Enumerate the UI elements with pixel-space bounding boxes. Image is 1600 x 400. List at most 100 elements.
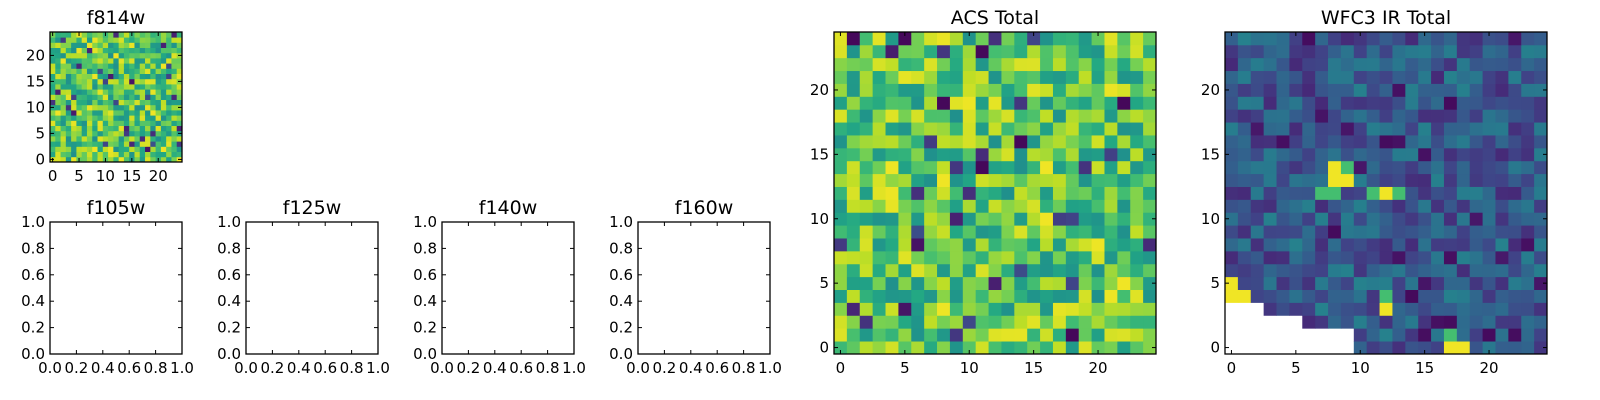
heatmap-cell xyxy=(872,57,886,72)
heatmap-cell xyxy=(108,63,114,69)
heatmap-cell xyxy=(1392,160,1406,175)
y-tick-label: 15 xyxy=(1201,145,1220,163)
heatmap-cell xyxy=(1508,109,1522,123)
heatmap-cell xyxy=(118,120,125,126)
heatmap-cell xyxy=(1508,122,1522,136)
heatmap-cell xyxy=(872,135,886,149)
heatmap-cell xyxy=(898,109,912,123)
heatmap-cell xyxy=(1143,44,1157,59)
heatmap-cell xyxy=(1431,135,1445,149)
heatmap-cell xyxy=(60,120,67,126)
heatmap-cell xyxy=(171,151,178,158)
heatmap-cell xyxy=(1052,135,1067,149)
heatmap-cell xyxy=(1237,160,1252,175)
y-tick-label: 0.2 xyxy=(217,319,241,337)
heatmap-cell xyxy=(1302,289,1316,303)
heatmap-cell xyxy=(139,89,146,95)
heatmap-cell xyxy=(1482,173,1496,187)
heatmap-cell xyxy=(86,94,93,100)
heatmap-cell xyxy=(160,78,167,85)
heatmap-cell xyxy=(1289,32,1303,46)
heatmap-cell xyxy=(86,110,93,116)
heatmap-cell xyxy=(846,263,861,278)
heatmap-cell xyxy=(1508,212,1522,226)
heatmap-cell xyxy=(1405,315,1419,329)
x-tick-label: 0.0 xyxy=(234,359,258,377)
heatmap-cell xyxy=(166,52,172,59)
x-tick-label: 5 xyxy=(74,167,84,185)
heatmap-cell xyxy=(176,32,183,38)
heatmap-cell xyxy=(859,250,874,265)
heatmap-cell xyxy=(924,250,938,265)
heatmap-cell xyxy=(113,42,120,48)
heatmap-cell xyxy=(129,136,135,142)
heatmap-cell xyxy=(885,238,899,252)
heatmap-cell xyxy=(81,125,88,132)
heatmap-cell xyxy=(1289,263,1303,278)
heatmap-cell xyxy=(71,104,77,111)
heatmap-cell xyxy=(160,130,167,137)
heatmap-cell xyxy=(145,104,151,111)
heatmap-cell xyxy=(1508,173,1522,187)
heatmap-cell xyxy=(1250,135,1265,149)
heatmap-cell xyxy=(924,276,938,290)
heatmap-cell xyxy=(1289,289,1303,303)
heatmap-cell xyxy=(1014,250,1028,265)
heatmap-cell xyxy=(1366,135,1380,149)
heatmap-cell xyxy=(102,94,109,100)
heatmap-cell xyxy=(1431,32,1445,46)
heatmap-cell xyxy=(1521,96,1535,110)
heatmap-cell xyxy=(1482,341,1496,355)
x-tick-label: 20 xyxy=(1088,359,1107,377)
heatmap-cell xyxy=(1263,70,1277,84)
x-tick-label: 0.0 xyxy=(38,359,62,377)
heatmap-cell xyxy=(911,70,925,84)
heatmap-cell xyxy=(81,120,88,126)
heatmap-cell xyxy=(1431,225,1445,239)
heatmap-cell xyxy=(1289,160,1303,175)
heatmap-cell xyxy=(155,125,162,132)
heatmap-cell xyxy=(1508,44,1522,59)
heatmap-cell xyxy=(97,63,104,69)
x-tick-label: 0.8 xyxy=(732,359,756,377)
heatmap-cell xyxy=(1405,250,1419,265)
heatmap-cell xyxy=(988,263,1002,278)
heatmap-cell xyxy=(962,212,977,226)
heatmap-cell xyxy=(1315,57,1329,72)
heatmap-cell xyxy=(1353,199,1368,213)
heatmap-cell xyxy=(1276,57,1290,72)
heatmap-cell xyxy=(123,99,130,106)
heatmap-cell xyxy=(1405,263,1419,278)
heatmap-cell xyxy=(108,136,114,142)
heatmap-cell xyxy=(1328,122,1342,136)
heatmap-cell xyxy=(145,58,151,64)
heatmap-cell xyxy=(924,135,938,149)
heatmap-cell xyxy=(924,212,938,226)
heatmap-cell xyxy=(911,122,925,136)
heatmap-cell xyxy=(1495,32,1509,46)
heatmap-cell xyxy=(171,52,178,59)
heatmap-cell xyxy=(97,89,104,95)
heatmap-cell xyxy=(92,104,98,111)
heatmap-cell xyxy=(113,130,120,137)
heatmap-cell xyxy=(139,52,146,59)
heatmap-cell xyxy=(1353,44,1368,59)
heatmap-cell xyxy=(885,289,899,303)
heatmap-cell xyxy=(834,225,848,239)
heatmap-cell xyxy=(155,115,162,121)
heatmap-cell xyxy=(1302,96,1316,110)
heatmap-cell xyxy=(102,110,109,116)
heatmap-cell xyxy=(160,104,167,111)
heatmap-cell xyxy=(97,78,104,85)
heatmap-cell xyxy=(1130,135,1144,149)
heatmap-cell xyxy=(1027,160,1041,175)
heatmap-cell xyxy=(1225,276,1239,290)
heatmap-cell xyxy=(55,146,61,152)
heatmap-cell xyxy=(1237,70,1252,84)
heatmap-cell xyxy=(1104,341,1118,355)
heatmap-cell xyxy=(949,135,964,149)
y-tick-label: 20 xyxy=(810,81,829,99)
heatmap-cell xyxy=(1431,44,1445,59)
heatmap-cell xyxy=(113,141,120,147)
heatmap-cell xyxy=(1340,109,1355,123)
